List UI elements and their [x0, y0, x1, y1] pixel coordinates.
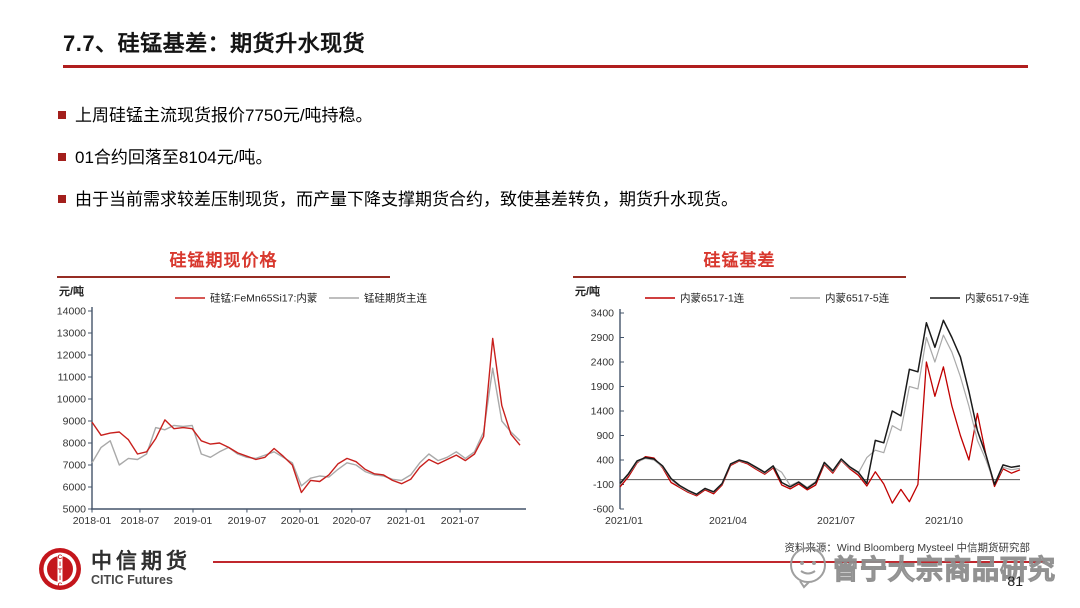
- y-tick-label: 1900: [591, 381, 615, 393]
- y-tick-label: 9000: [63, 416, 87, 428]
- series-line-0: [619, 361, 1021, 504]
- chart-canvas: 元/吨 -600 -100 400 900 1400 1900 2400 2900 3400 202…: [573, 282, 1043, 532]
- x-tick-label: 2018-07: [121, 515, 160, 527]
- bullet-item: 上周硅锰主流现货报价7750元/吨持稳。: [58, 104, 1028, 127]
- x-tick-label: 2021/04: [709, 515, 747, 527]
- x-tick-label: 2021/07: [817, 515, 855, 527]
- bullet-text: 上周硅锰主流现货报价7750元/吨持稳。: [75, 106, 373, 125]
- series-line-2: [619, 319, 1021, 496]
- chart-svg: 元/吨 -600 -100 400 900 1400 1900 2400 2900 3400 202…: [575, 284, 1030, 527]
- legend-label: 内蒙6517-1连: [680, 292, 745, 305]
- axis-unit-label: 元/吨: [59, 284, 84, 298]
- watermark-text: 曾宁大宗商品研究: [831, 554, 1056, 585]
- series-line-1: [91, 367, 521, 487]
- chart-panel-basis: 硅锰基差 元/吨 -600 -100 400 900 1400 1900 2400 2900 34…: [573, 246, 1043, 536]
- y-tick-label: 13000: [57, 328, 86, 340]
- citic-logo: C I T I C 中信期货 CITIC Futures: [36, 545, 191, 593]
- x-tick-label: 2020-01: [281, 515, 320, 527]
- x-tick-label: 2018-01: [73, 515, 112, 527]
- svg-text:I: I: [59, 561, 61, 568]
- x-tick-label: 2021/10: [925, 515, 963, 527]
- svg-text:T: T: [58, 568, 62, 575]
- watermark-avatar-icon: [790, 547, 826, 589]
- bullet-item: 由于当前需求较差压制现货，而产量下降支撑期货合约，致使基差转负，期货升水现货。: [58, 188, 1028, 211]
- y-tick-label: 7000: [63, 460, 87, 472]
- svg-text:C: C: [58, 582, 63, 589]
- logo-text: 中信期货 CITIC Futures: [91, 550, 191, 588]
- page-number: 81: [1007, 573, 1023, 589]
- watermark: 曾宁大宗商品研究: [786, 543, 1056, 591]
- legend-label: 硅锰:FeMn65Si17:内蒙: [210, 292, 317, 305]
- citic-emblem-icon: C I T I C: [39, 548, 81, 590]
- y-tick-label: 10000: [57, 394, 86, 406]
- axis-unit-label: 元/吨: [575, 284, 600, 298]
- logo-name-en: CITIC Futures: [91, 573, 173, 587]
- y-tick-label: 11000: [58, 372, 87, 384]
- chart-svg: 元/吨 5000 6000 7000 8000 9000 10000 11000 12000 13…: [57, 284, 526, 527]
- source-text: 资料来源：Wind Bloomberg Mysteel 中信期货研究部: [784, 542, 1030, 554]
- bullet-square-icon: [58, 195, 66, 203]
- y-tick-label: -100: [593, 479, 614, 491]
- y-tick-label: 400: [596, 455, 614, 467]
- y-tick-label: 14000: [57, 306, 86, 318]
- x-tick-label: 2020-07: [333, 515, 372, 527]
- series-line-0: [91, 337, 521, 494]
- page-title: 7.7、硅锰基差：期货升水现货: [63, 31, 366, 56]
- y-tick-label: 5000: [63, 504, 87, 516]
- y-tick-label: 1400: [591, 406, 615, 418]
- y-tick-label: 2400: [591, 357, 615, 369]
- bullet-square-icon: [58, 111, 66, 119]
- y-tick-label: -600: [593, 504, 614, 516]
- logo-name-cn: 中信期货: [91, 550, 191, 573]
- y-tick-label: 3400: [591, 308, 615, 320]
- chart-panel-spot-price: 硅锰期现价格 元/吨 5000 6000 7000 8000 9000 10000 11000…: [57, 246, 527, 536]
- legend-label: 内蒙6517-5连: [825, 292, 890, 305]
- y-tick-label: 6000: [63, 482, 87, 494]
- svg-text:C: C: [58, 554, 63, 561]
- bullet-list: 上周硅锰主流现货报价7750元/吨持稳。 01合约回落至8104元/吨。 由于当…: [58, 104, 1028, 230]
- svg-text:I: I: [59, 575, 61, 582]
- y-tick-label: 8000: [63, 438, 87, 450]
- x-tick-label: 2019-01: [174, 515, 213, 527]
- y-tick-label: 12000: [57, 350, 86, 362]
- footer-divider: [213, 561, 1045, 563]
- bullet-item: 01合约回落至8104元/吨。: [58, 146, 1028, 169]
- x-tick-label: 2021-01: [387, 515, 426, 527]
- title-underline: [63, 65, 1028, 68]
- x-tick-label: 2019-07: [228, 515, 267, 527]
- y-tick-label: 900: [596, 430, 614, 442]
- y-tick-label: 2900: [591, 332, 615, 344]
- bullet-text: 01合约回落至8104元/吨。: [75, 148, 273, 167]
- x-tick-label: 2021/01: [605, 515, 643, 527]
- bullet-square-icon: [58, 153, 66, 161]
- x-tick-label: 2021-07: [441, 515, 480, 527]
- chart-title: 硅锰期现价格: [57, 246, 390, 278]
- chart-title: 硅锰基差: [573, 246, 906, 278]
- chart-canvas: 元/吨 5000 6000 7000 8000 9000 10000 11000 12000 13…: [57, 282, 527, 532]
- bullet-text: 由于当前需求较差压制现货，而产量下降支撑期货合约，致使基差转负，期货升水现货。: [75, 190, 738, 209]
- legend-label: 内蒙6517-9连: [965, 292, 1030, 305]
- legend-label: 锰硅期货主连: [364, 292, 427, 305]
